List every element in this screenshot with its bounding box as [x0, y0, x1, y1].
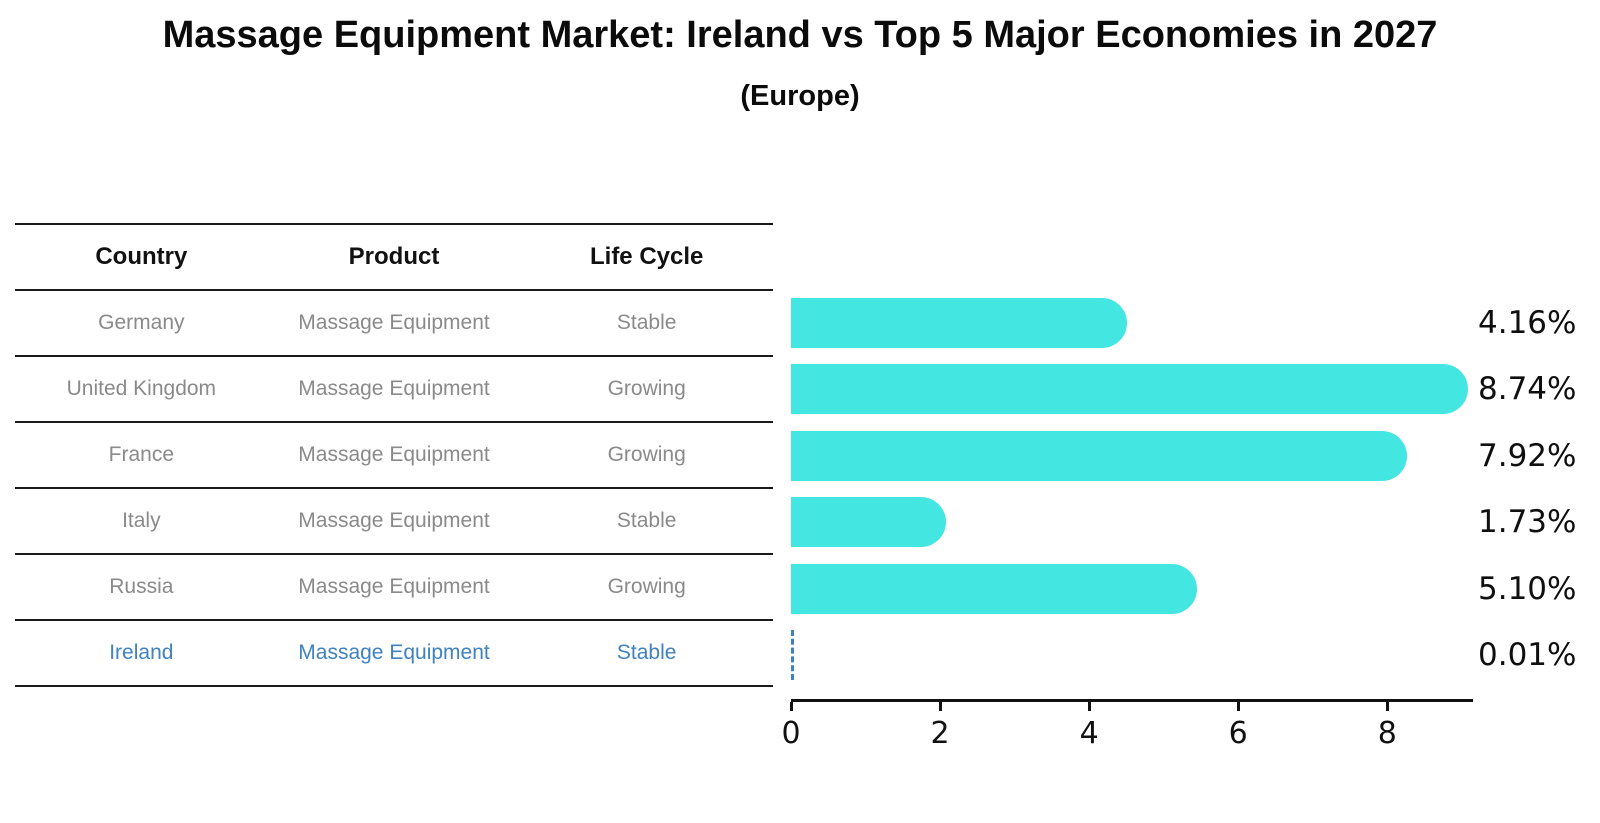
- tick-label: 6: [1228, 716, 1248, 751]
- table-header-life-cycle: Life Cycle: [589, 243, 704, 270]
- cell-product: Massage Equipment: [298, 641, 490, 664]
- cell-country: Germany: [98, 311, 185, 334]
- value-label: 7.92%: [1478, 437, 1577, 474]
- cell-product: Massage Equipment: [298, 443, 490, 466]
- cell-country: Ireland: [109, 641, 174, 664]
- cell-product: Massage Equipment: [298, 311, 490, 334]
- table-header-country: Country: [95, 243, 188, 270]
- bar-ireland: [791, 630, 794, 680]
- value-label: 1.73%: [1478, 504, 1577, 540]
- tick-mark: [1088, 702, 1092, 711]
- tick-label: 8: [1377, 716, 1397, 751]
- table-row: Russia Massage Equipment Growing: [15, 555, 773, 621]
- table-row: United Kingdom Massage Equipment Growing: [15, 357, 773, 423]
- cell-country: Russia: [109, 575, 174, 598]
- x-axis-line: [791, 699, 1473, 702]
- bar-russia: [791, 563, 1198, 614]
- bar-germany: [791, 297, 1128, 348]
- cell-life-cycle: Growing: [607, 377, 686, 400]
- cell-life-cycle: Stable: [616, 641, 677, 664]
- table-row: Germany Massage Equipment Stable: [15, 291, 773, 357]
- country-table: Country Product Life Cycle Germany Massa…: [15, 223, 773, 687]
- tick-mark: [790, 702, 793, 711]
- tick-mark: [1386, 702, 1390, 711]
- table-header-product: Product: [348, 243, 440, 270]
- chart-title: Massage Equipment Market: Ireland vs Top…: [162, 14, 1438, 56]
- cell-country: United Kingdom: [66, 377, 217, 400]
- table-row: Italy Massage Equipment Stable: [15, 489, 773, 555]
- cell-life-cycle: Stable: [616, 509, 677, 532]
- tick-label: 0: [781, 716, 801, 751]
- table-row-ireland: Ireland Massage Equipment Stable: [15, 621, 773, 687]
- bar-italy: [791, 497, 946, 547]
- tick-mark: [939, 702, 943, 711]
- bar-france: [791, 430, 1408, 481]
- tick-mark: [1237, 702, 1241, 711]
- table-row: France Massage Equipment Growing: [15, 423, 773, 489]
- cell-product: Massage Equipment: [298, 509, 490, 532]
- value-label: 5.10%: [1478, 570, 1577, 607]
- bar-chart: 4.16% 8.74% 7.92% 1.73% 5.10% 0.01% 0 2 …: [781, 223, 1576, 823]
- bar-united-kingdom: [791, 364, 1469, 414]
- value-label: 0.01%: [1478, 637, 1577, 673]
- chart-subtitle: (Europe): [740, 80, 860, 112]
- cell-life-cycle: Growing: [607, 443, 686, 466]
- cell-life-cycle: Stable: [616, 311, 677, 334]
- cell-country: France: [108, 443, 175, 466]
- tick-label: 4: [1079, 716, 1099, 751]
- value-label: 8.74%: [1478, 371, 1577, 407]
- tick-label: 2: [930, 716, 950, 751]
- table-header-row: Country Product Life Cycle: [15, 225, 773, 291]
- value-label: 4.16%: [1478, 304, 1577, 341]
- cell-life-cycle: Growing: [607, 575, 686, 598]
- cell-product: Massage Equipment: [298, 575, 490, 598]
- cell-product: Massage Equipment: [298, 377, 490, 400]
- cell-country: Italy: [122, 509, 161, 532]
